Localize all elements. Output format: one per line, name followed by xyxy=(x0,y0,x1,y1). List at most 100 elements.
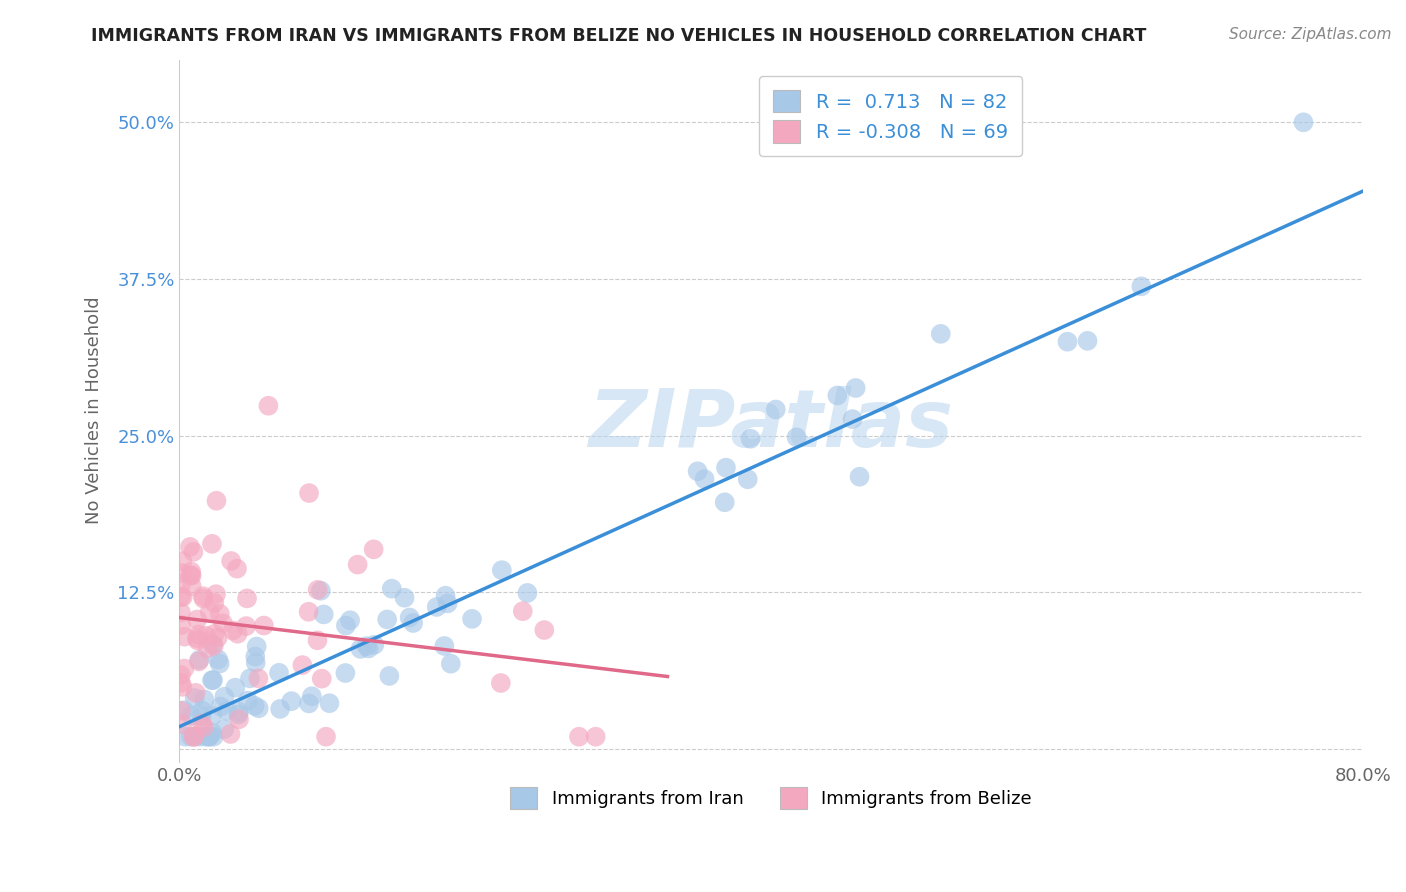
Point xyxy=(204,627,226,641)
Point xyxy=(186,612,208,626)
Point xyxy=(246,640,269,654)
Point xyxy=(346,558,368,572)
Point xyxy=(198,605,221,619)
Point xyxy=(845,381,868,395)
Point xyxy=(226,626,249,640)
Point xyxy=(219,727,242,741)
Point xyxy=(188,730,211,744)
Point xyxy=(201,537,224,551)
Point xyxy=(179,540,201,554)
Point xyxy=(172,680,194,694)
Point xyxy=(191,704,214,718)
Point xyxy=(183,690,205,705)
Point xyxy=(1056,334,1078,349)
Point xyxy=(209,699,232,714)
Point xyxy=(236,591,259,606)
Point xyxy=(245,649,267,664)
Point xyxy=(298,486,321,500)
Point xyxy=(335,618,357,632)
Point xyxy=(339,613,361,627)
Point xyxy=(224,681,246,695)
Point xyxy=(201,725,224,739)
Point xyxy=(202,730,225,744)
Point xyxy=(205,493,228,508)
Point xyxy=(280,694,302,708)
Point xyxy=(309,583,332,598)
Point xyxy=(433,639,456,653)
Point xyxy=(315,730,337,744)
Point xyxy=(512,604,534,618)
Point xyxy=(195,730,218,744)
Point xyxy=(298,697,321,711)
Point xyxy=(212,616,235,631)
Point xyxy=(269,702,291,716)
Point xyxy=(187,627,209,641)
Point xyxy=(533,623,555,637)
Point xyxy=(193,591,215,606)
Point xyxy=(202,639,225,653)
Point xyxy=(197,641,219,656)
Point xyxy=(713,495,735,509)
Point xyxy=(245,656,267,670)
Point xyxy=(172,590,194,604)
Point xyxy=(173,661,195,675)
Point xyxy=(434,589,457,603)
Point xyxy=(190,709,212,723)
Point xyxy=(180,579,202,593)
Point xyxy=(398,610,420,624)
Point xyxy=(193,720,215,734)
Point xyxy=(301,690,323,704)
Point xyxy=(740,432,762,446)
Point xyxy=(170,676,193,690)
Point xyxy=(311,672,333,686)
Point xyxy=(193,692,215,706)
Point xyxy=(307,582,329,597)
Point xyxy=(267,665,290,680)
Point xyxy=(187,655,209,669)
Point xyxy=(841,412,863,426)
Point xyxy=(183,545,205,559)
Legend: Immigrants from Iran, Immigrants from Belize: Immigrants from Iran, Immigrants from Be… xyxy=(503,780,1039,816)
Point xyxy=(214,722,236,736)
Point xyxy=(207,652,229,666)
Point xyxy=(356,639,378,653)
Point xyxy=(568,730,591,744)
Point xyxy=(170,668,193,682)
Point xyxy=(228,707,250,722)
Point xyxy=(170,566,193,581)
Point xyxy=(363,638,385,652)
Point xyxy=(318,696,340,710)
Point xyxy=(402,615,425,630)
Point xyxy=(516,586,538,600)
Point xyxy=(188,653,211,667)
Y-axis label: No Vehicles in Household: No Vehicles in Household xyxy=(86,297,103,524)
Point xyxy=(297,605,319,619)
Point xyxy=(228,712,250,726)
Point xyxy=(357,641,380,656)
Point xyxy=(693,472,716,486)
Point xyxy=(848,469,870,483)
Point xyxy=(235,619,257,633)
Point xyxy=(201,709,224,723)
Point xyxy=(172,717,194,731)
Point xyxy=(714,460,737,475)
Point xyxy=(765,402,787,417)
Point xyxy=(174,730,197,744)
Point xyxy=(585,730,607,744)
Point xyxy=(180,565,202,579)
Point xyxy=(195,629,218,643)
Point xyxy=(335,665,357,680)
Point xyxy=(191,589,214,603)
Point xyxy=(363,542,385,557)
Point xyxy=(436,596,458,610)
Point xyxy=(236,693,259,707)
Text: ZIPatlas: ZIPatlas xyxy=(589,385,953,464)
Point xyxy=(786,430,808,444)
Point xyxy=(686,464,709,478)
Point xyxy=(491,563,513,577)
Point xyxy=(187,633,209,648)
Point xyxy=(1292,115,1315,129)
Point xyxy=(215,704,238,718)
Point xyxy=(307,633,329,648)
Point xyxy=(184,686,207,700)
